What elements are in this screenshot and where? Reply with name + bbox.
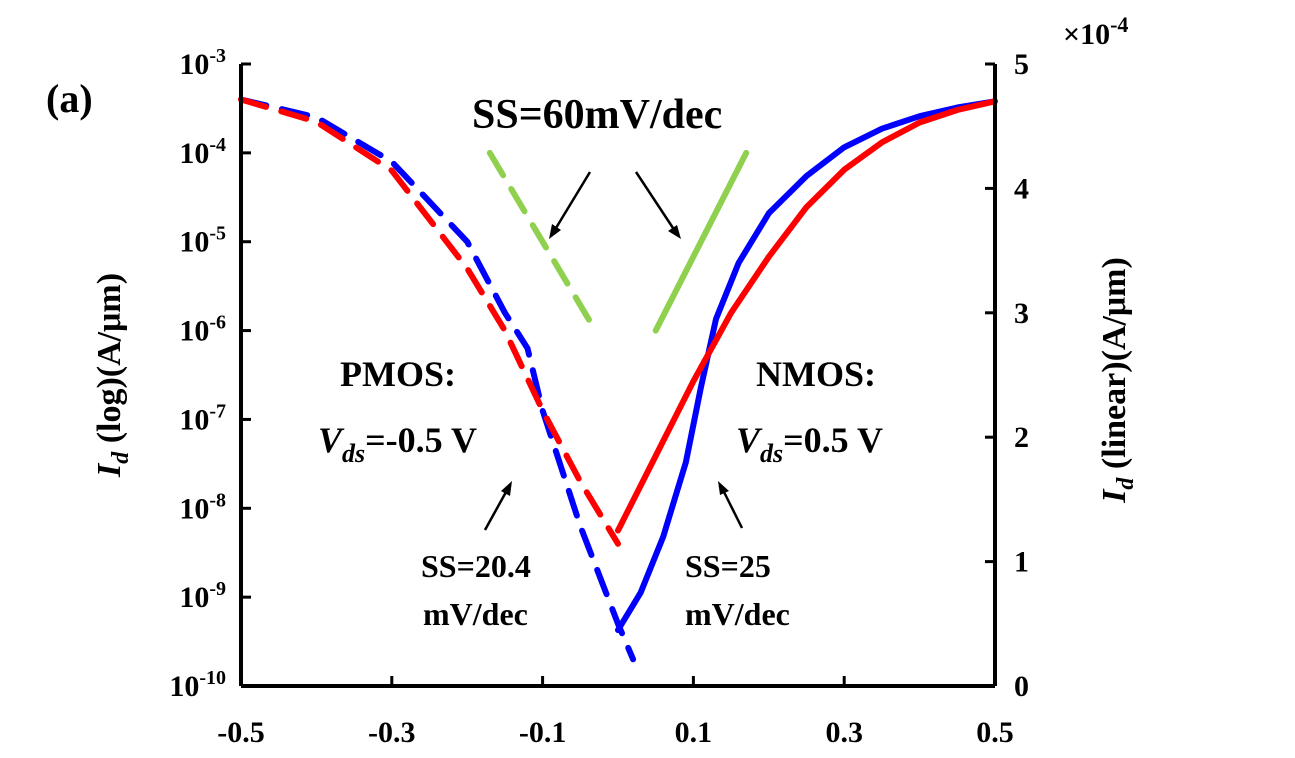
y-left-axis-title: Id (log)(A/μm) [91, 273, 134, 478]
pmos-label: PMOS: [340, 354, 456, 394]
series-line-reference-4 [486, 149, 599, 334]
plot-frame [239, 64, 997, 688]
series-line-pmos-1 [238, 96, 621, 547]
x-tick-label: 0.3 [825, 716, 863, 749]
arrow-ss60-right [634, 171, 681, 239]
series-line-reference-5 [652, 149, 750, 334]
nmos-ss-line1: SS=25 [685, 548, 771, 584]
y-right-tick-label: 3 [1014, 297, 1029, 330]
x-tick-label: 0.1 [675, 716, 713, 749]
x-tick-label: 0.5 [976, 716, 1014, 749]
y-right-ticks: 0 1 2 3 4 5 [985, 48, 1029, 703]
x-tick-label: -0.3 [368, 716, 416, 749]
y-left-tick-label: 10-3 [179, 45, 226, 81]
y-left-tick-label: 10-6 [179, 312, 226, 348]
y-left-tick-label: 10-10 [169, 667, 226, 703]
x-tick-label: -0.5 [217, 716, 265, 749]
panel-label: (a) [46, 76, 93, 121]
y-left-tick-label: 10-5 [179, 223, 226, 259]
pmos-vds-label: Vds=-0.5 V [318, 420, 477, 468]
series-line-nmos-2 [615, 98, 998, 633]
arrow-pmos-ss [483, 481, 512, 531]
right-axis-multiplier: ×10-4 [1063, 12, 1128, 51]
pmos-ss-line2: mV/dec [423, 596, 528, 632]
pmos-ss-line1: SS=20.4 [421, 548, 531, 584]
series-layer [238, 96, 998, 663]
y-right-tick-label: 0 [1014, 670, 1029, 703]
series-line-pmos-0 [238, 96, 637, 663]
arrow-nmos-ss [718, 481, 744, 529]
nmos-vds-label: Vds=0.5 V [736, 420, 883, 468]
y-left-tick-label: 10-8 [179, 489, 226, 525]
y-right-tick-label: 5 [1014, 48, 1029, 81]
y-right-tick-label: 1 [1014, 546, 1029, 579]
y-left-tick-label: 10-7 [179, 400, 226, 436]
y-left-ticks: 10-3 10-4 10-5 10-6 10-7 10-8 10-9 10-10 [169, 45, 251, 703]
ss60-annotation: SS=60mV/dec [472, 92, 722, 138]
y-right-axis-title: Id (linear)(A/μm) [1096, 257, 1139, 504]
y-left-tick-label: 10-9 [179, 578, 226, 614]
arrow-ss60-left [549, 171, 592, 239]
y-right-tick-label: 4 [1014, 172, 1029, 205]
nmos-label: NMOS: [756, 354, 876, 394]
y-left-tick-label: 10-4 [179, 134, 226, 170]
y-right-tick-label: 2 [1014, 421, 1029, 454]
x-tick-label: -0.1 [519, 716, 567, 749]
x-ticks: -0.5 -0.3 -0.1 0.1 0.3 0.5 [217, 676, 1014, 749]
series-line-nmos-3 [615, 98, 998, 534]
nmos-ss-line2: mV/dec [685, 596, 790, 632]
